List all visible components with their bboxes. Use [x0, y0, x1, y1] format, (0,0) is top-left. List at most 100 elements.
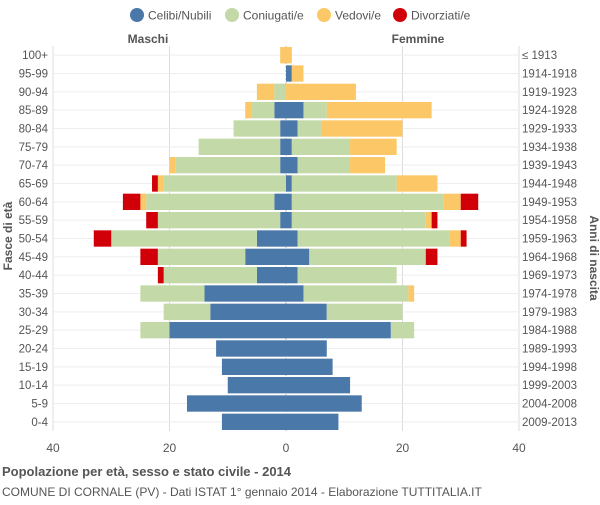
- bar-male-coniugati: [274, 83, 286, 100]
- bar-female-coniugati: [291, 193, 444, 210]
- bar-female-celibi: [286, 340, 327, 357]
- bar-male-coniugati: [146, 193, 275, 210]
- bar-female-divorziati: [425, 248, 438, 265]
- age-group-label: 30-34: [19, 307, 49, 319]
- bar-female-celibi: [286, 138, 292, 155]
- bar-female-coniugati: [291, 212, 426, 229]
- chart-title: Popolazione per età, sesso e stato civil…: [2, 464, 292, 479]
- bar-male-divorziati: [122, 193, 141, 210]
- bar-male-coniugati: [163, 267, 257, 284]
- x-tick-label: 20: [396, 441, 410, 455]
- age-group-label: 55-59: [19, 215, 48, 227]
- birth-year-label: ≤ 1913: [522, 50, 557, 62]
- age-group-label: 80-84: [19, 124, 49, 136]
- bar-female-vedovi: [449, 230, 461, 247]
- legend-label-coniugati: Coniugati/e: [243, 9, 304, 23]
- age-group-label: 50-54: [19, 234, 49, 246]
- bar-male-divorziati: [152, 175, 158, 192]
- bar-female-celibi: [286, 212, 292, 229]
- bar-female-divorziati: [460, 230, 467, 247]
- birth-year-label: 1954-1958: [522, 215, 577, 227]
- bar-male-vedovi: [157, 175, 164, 192]
- legend-label-vedovi: Vedovi/e: [335, 9, 381, 23]
- legend-label-celibi: Celibi/Nubili: [148, 9, 211, 23]
- bar-female-celibi: [286, 65, 292, 82]
- y-axis-label-right: Anni di nascita: [587, 215, 600, 301]
- bar-female-vedovi: [425, 212, 432, 229]
- bar-male-coniugati: [163, 303, 211, 320]
- bar-male-celibi: [280, 212, 286, 229]
- birth-year-label: 1939-1943: [522, 160, 577, 172]
- bar-male-celibi: [274, 102, 286, 119]
- bar-female-vedovi: [350, 157, 386, 174]
- birth-year-label: 1959-1963: [522, 234, 577, 246]
- bar-male-coniugati: [157, 212, 281, 229]
- age-group-label: 25-29: [19, 325, 48, 337]
- bar-female-celibi: [286, 285, 304, 302]
- birth-year-label: 1994-1998: [522, 362, 577, 374]
- bar-female-coniugati: [297, 230, 450, 247]
- x-tick-label: 40: [512, 441, 526, 455]
- bar-male-divorziati: [157, 267, 164, 284]
- bar-male-celibi: [210, 303, 286, 320]
- birth-year-label: 1914-1918: [522, 69, 577, 81]
- bar-male-coniugati: [198, 138, 281, 155]
- bar-male-vedovi: [140, 193, 147, 210]
- bar-female-celibi: [286, 395, 362, 412]
- age-group-label: 95-99: [19, 69, 48, 81]
- bar-male-vedovi: [245, 102, 252, 119]
- bar-male-celibi: [186, 395, 286, 412]
- bar-male-celibi: [274, 193, 286, 210]
- age-group-label: 85-89: [19, 105, 48, 117]
- bar-male-divorziati: [146, 212, 158, 229]
- bar-female-vedovi: [443, 193, 461, 210]
- age-group-label: 0-4: [31, 417, 48, 429]
- bar-female-coniugati: [297, 120, 321, 137]
- birth-year-label: 1969-1973: [522, 270, 577, 282]
- bar-female-coniugati: [297, 267, 397, 284]
- x-tick-label: 20: [163, 441, 177, 455]
- x-tick-label: 0: [283, 441, 290, 455]
- birth-year-label: 2004-2008: [522, 399, 577, 411]
- bar-female-celibi: [286, 157, 298, 174]
- bar-male-celibi: [204, 285, 286, 302]
- males-label: Maschi: [128, 32, 169, 46]
- birth-year-label: 1929-1933: [522, 124, 577, 136]
- bar-female-vedovi: [326, 102, 432, 119]
- bar-female-coniugati: [309, 248, 426, 265]
- bar-female-celibi: [286, 120, 298, 137]
- bar-male-vedovi: [169, 157, 176, 174]
- bar-female-celibi: [286, 358, 333, 375]
- bar-female-vedovi: [350, 138, 397, 155]
- bar-female-celibi: [286, 230, 298, 247]
- bar-female-divorziati: [460, 193, 479, 210]
- bar-female-coniugati: [303, 285, 409, 302]
- females-label: Femmine: [392, 32, 445, 46]
- bar-female-celibi: [286, 377, 351, 394]
- bar-female-vedovi: [396, 175, 438, 192]
- bar-female-divorziati: [431, 212, 438, 229]
- age-group-label: 20-24: [19, 344, 49, 356]
- bar-male-celibi: [280, 120, 286, 137]
- bar-male-celibi: [256, 230, 286, 247]
- bar-male-celibi: [169, 322, 286, 339]
- age-group-label: 15-19: [19, 362, 48, 374]
- birth-year-label: 1984-1988: [522, 325, 577, 337]
- bar-male-divorziati: [93, 230, 112, 247]
- bar-male-celibi: [221, 413, 286, 430]
- x-tick-label: 40: [46, 441, 60, 455]
- bar-female-celibi: [286, 175, 292, 192]
- bar-female-coniugati: [326, 303, 403, 320]
- bar-male-vedovi: [256, 83, 275, 100]
- age-group-label: 35-39: [19, 289, 48, 301]
- legend-marker-vedovi: [317, 8, 331, 22]
- birth-year-label: 1964-1968: [522, 252, 577, 264]
- birth-year-label: 1924-1928: [522, 105, 577, 117]
- birth-year-label: 1974-1978: [522, 289, 577, 301]
- bar-male-divorziati: [140, 248, 158, 265]
- legend-label-divorziati: Divorziati/e: [411, 9, 471, 23]
- age-group-label: 75-79: [19, 142, 48, 154]
- bar-female-vedovi: [320, 120, 403, 137]
